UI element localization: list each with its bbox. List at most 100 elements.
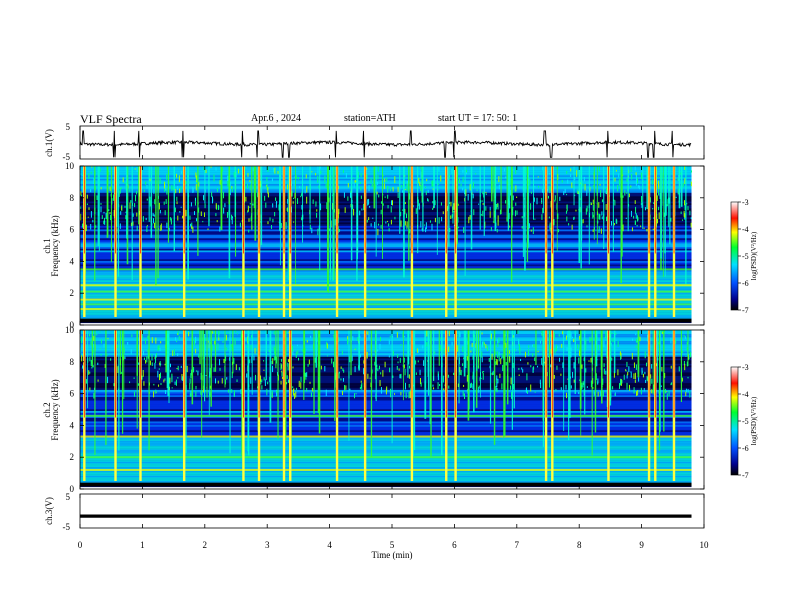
spectrogram-speckle — [263, 369, 265, 371]
spectrogram-speckle — [548, 216, 550, 219]
spectrogram-speckle — [497, 203, 499, 210]
spectrogram-speckle — [325, 389, 327, 397]
spectrogram-band — [80, 393, 692, 396]
spectrogram-speckle — [163, 201, 165, 205]
spectrogram-sferic — [479, 166, 481, 230]
spectrogram-speckle — [397, 186, 399, 193]
spectrogram-speckle — [177, 330, 179, 336]
spectrogram-speckle — [353, 208, 355, 216]
spectrogram-speckle — [296, 344, 298, 347]
spectrogram-speckle — [483, 192, 485, 198]
spectrogram-speckle — [285, 222, 287, 230]
spectrogram-speckle — [690, 170, 692, 173]
spectrogram-speckle — [418, 203, 420, 210]
spectrogram-speckle — [89, 357, 91, 362]
spectrogram-speckle — [143, 189, 145, 192]
spectrogram-speckle — [586, 225, 588, 228]
spectrogram-speckle — [505, 342, 507, 348]
spectrogram-speckle — [169, 369, 171, 373]
spectrogram-speckle — [633, 362, 635, 369]
spectrogram-band — [80, 412, 692, 415]
spectrogram-speckle — [154, 362, 156, 369]
spectrogram-speckle — [585, 208, 587, 215]
spectrogram-speckle — [472, 385, 474, 389]
spectrogram-speckle — [625, 217, 627, 219]
spectrogram-speckle — [664, 373, 666, 378]
spectrogram-speckle — [575, 209, 577, 212]
spectrogram-speckle — [670, 217, 672, 222]
spectrogram-speckle — [617, 184, 619, 192]
ch2-spectrogram-image — [80, 330, 704, 489]
spectrogram-speckle — [473, 209, 475, 216]
spectrogram-speckle — [195, 184, 197, 191]
spectrogram-band — [80, 297, 692, 300]
spectrogram-speckle — [260, 381, 262, 385]
spectrogram-event-core — [283, 330, 285, 418]
spectrogram-speckle — [217, 343, 219, 351]
spectrogram-band — [80, 480, 692, 483]
spectrogram-speckle — [294, 393, 296, 399]
spectrogram-speckle — [565, 335, 567, 340]
spectrogram-speckle — [534, 218, 536, 220]
spectrogram-speckle — [145, 217, 147, 221]
spectrogram-speckle — [425, 190, 427, 196]
spectrogram-speckle — [540, 382, 542, 389]
spectrogram-event-core — [673, 330, 675, 418]
spectrogram-band — [80, 230, 692, 234]
spectrogram-speckle — [633, 215, 635, 219]
spectrogram-speckle — [510, 377, 512, 385]
spectrogram-speckle — [293, 197, 295, 200]
spectrogram-speckle — [626, 192, 628, 194]
spectrogram-band — [80, 166, 692, 169]
spectrogram-speckle — [384, 178, 386, 183]
spectrogram-speckle — [204, 338, 206, 341]
spectrogram-speckle — [275, 356, 277, 364]
spectrogram-speckle — [233, 390, 235, 397]
spectrogram-band — [80, 419, 692, 422]
spectrogram-band — [80, 276, 692, 279]
spectrogram-speckle — [190, 391, 192, 397]
spectrogram-speckle — [518, 343, 520, 350]
spectrogram-speckle — [557, 167, 559, 169]
spectrogram-speckle — [352, 336, 354, 341]
spectrogram-band — [80, 225, 692, 228]
spectrogram-speckle — [360, 380, 362, 383]
spectrogram-speckle — [379, 380, 381, 387]
spectrogram-speckle — [223, 191, 225, 199]
spectrogram-band — [80, 211, 692, 214]
spectrogram-speckle — [235, 171, 237, 178]
spectrogram-speckle — [432, 384, 434, 387]
spectrogram-speckle — [662, 331, 664, 335]
spectrogram-speckle — [530, 384, 532, 392]
spectrogram-speckle — [136, 167, 138, 173]
spectrogram-band — [80, 365, 692, 368]
spectrogram-speckle — [377, 228, 379, 236]
spectrogram-speckle — [683, 360, 685, 366]
spectrogram-speckle — [397, 361, 399, 364]
spectrogram-speckle — [349, 191, 351, 193]
spectrogram-speckle — [630, 371, 632, 373]
spectrogram-sferic — [295, 166, 296, 284]
spectrogram-speckle — [80, 336, 82, 344]
colorbar-tick-label: -3 — [742, 198, 749, 207]
spectrogram-speckle — [561, 179, 563, 183]
spectrogram-speckle — [451, 214, 453, 219]
spectrogram-sferic — [422, 166, 424, 232]
spectrogram-speckle — [296, 175, 298, 180]
spectrogram-speckle — [144, 339, 146, 344]
spectrogram-band — [80, 429, 692, 433]
spectrogram-speckle — [645, 362, 647, 367]
spectrogram-speckle — [198, 207, 200, 213]
spectrogram-speckle — [415, 372, 417, 375]
spectrogram-sferic — [573, 166, 575, 206]
spectrogram-speckle — [603, 340, 605, 348]
spectrogram-speckle — [481, 332, 483, 335]
spectrogram-band — [80, 338, 692, 342]
spectrogram-speckle — [316, 209, 318, 212]
spectrogram-band — [80, 250, 692, 253]
spectrogram-speckle — [482, 210, 484, 217]
freq-tick-label: 0 — [70, 320, 75, 330]
spectrogram-sferic — [591, 330, 593, 456]
spectrogram-speckle — [656, 195, 658, 201]
spectrogram-speckle — [347, 183, 349, 188]
